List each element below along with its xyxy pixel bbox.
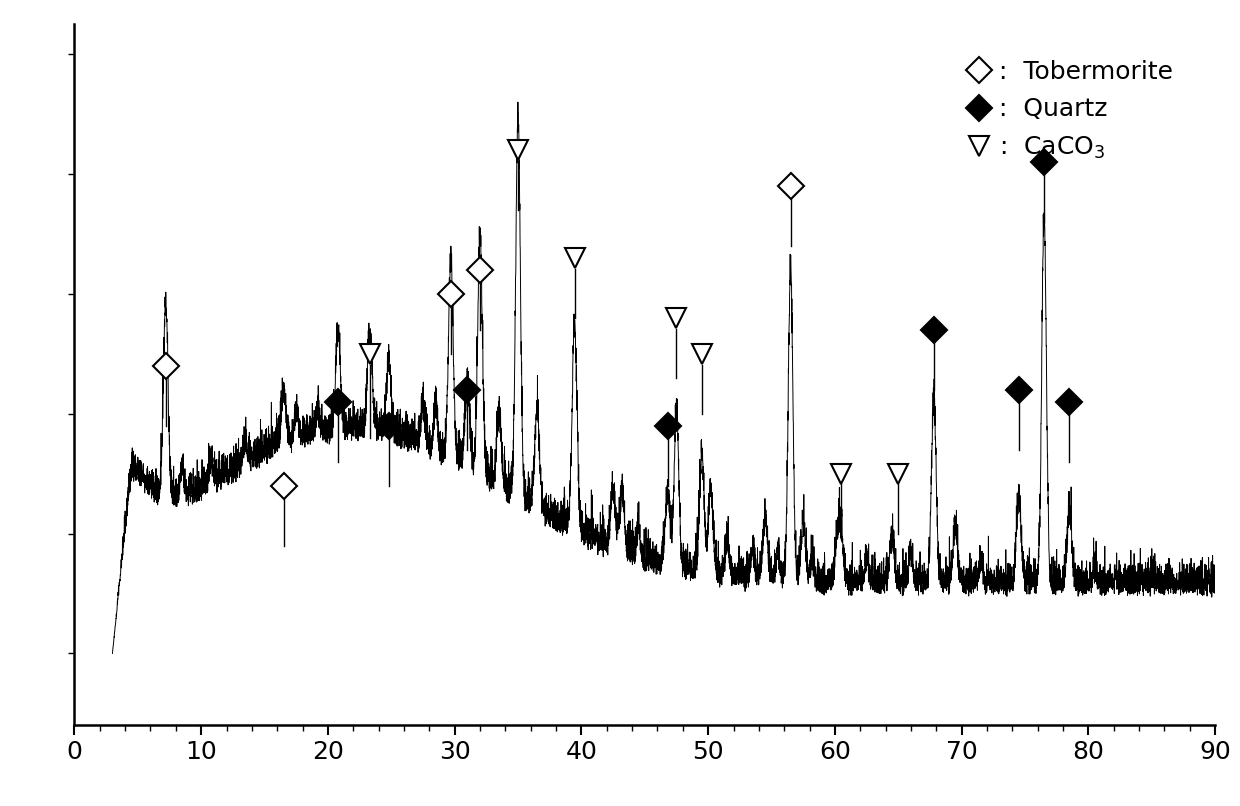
Legend: :  Tobermorite, :  Quartz, :  CaCO$_3$: : Tobermorite, : Quartz, : CaCO$_3$	[954, 48, 1185, 174]
